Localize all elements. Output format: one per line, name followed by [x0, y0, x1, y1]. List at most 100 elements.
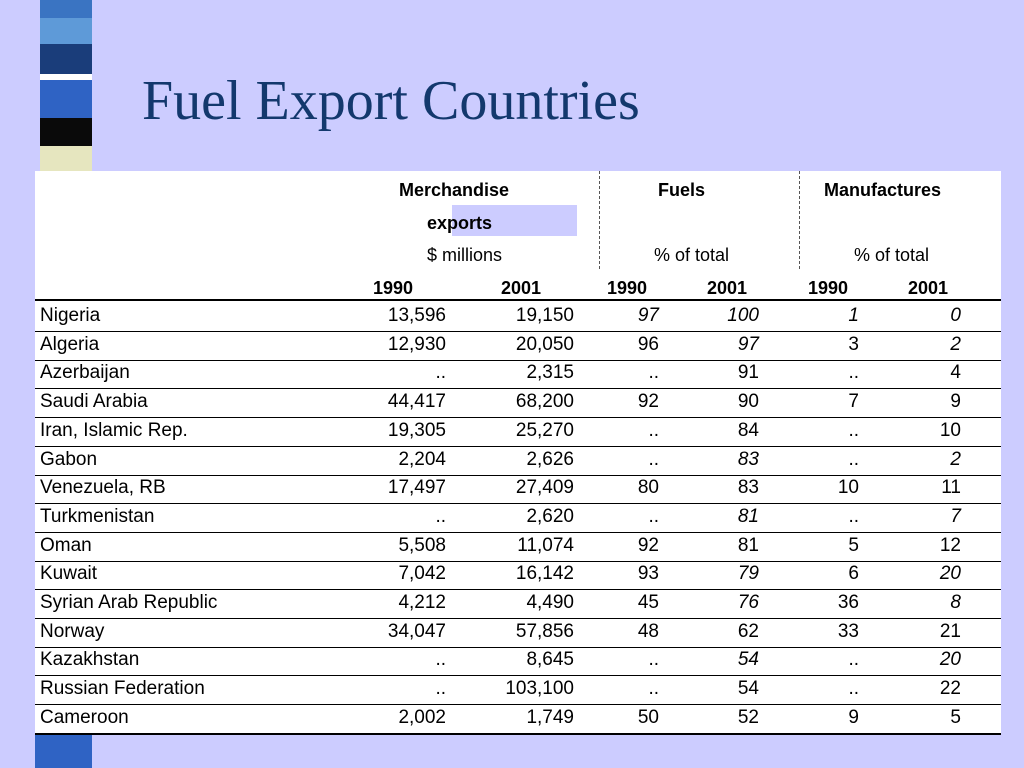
fuels-2001-cell: 54: [737, 678, 759, 700]
merchandise-2001-cell: 1,749: [526, 706, 574, 728]
fuels-1990-cell: 48: [637, 620, 659, 642]
data-table: Merchandise exports $ millions Fuels % o…: [35, 171, 1001, 735]
fuels-2001-cell: 52: [737, 706, 759, 728]
manufactures-1990-cell: 7: [848, 391, 859, 413]
year-header: 2001: [501, 278, 542, 298]
merchandise-1990-cell: 17,497: [387, 477, 446, 499]
merchandise-2001-cell: 2,626: [526, 448, 574, 470]
group-header-merchandise: Merchandise: [399, 180, 510, 200]
decorative-stripes: [35, 0, 92, 768]
manufactures-2001-cell: 5: [950, 706, 961, 728]
table-row: Turkmenistan.. 2,620.. 81.. 7: [35, 503, 1001, 533]
fuels-1990-cell: ..: [648, 505, 659, 527]
group-divider: [799, 171, 800, 269]
table-row: Syrian Arab Republic 4,212 4,490 45 76 36 8: [35, 589, 1001, 619]
table-row: Russian Federation.. 103,100.. 54.. 22: [35, 675, 1001, 706]
country-name: Iran, Islamic Rep.: [40, 419, 188, 441]
manufactures-1990-cell: ..: [848, 448, 859, 470]
fuels-2001-cell: 91: [737, 362, 759, 384]
table-row: Cameroon 2,002 1,749 50 52 9 5: [35, 704, 1001, 734]
merchandise-2001-cell: 11,074: [517, 534, 574, 556]
fuels-1990-cell: ..: [648, 678, 659, 700]
manufactures-1990-cell: ..: [848, 678, 859, 700]
fuels-2001-cell: 79: [737, 563, 759, 585]
merchandise-1990-cell: 2,002: [398, 706, 446, 728]
merchandise-1990-cell: 12,930: [387, 333, 446, 355]
fuels-1990-cell: ..: [648, 362, 659, 384]
merchandise-2001-cell: 27,409: [515, 477, 574, 499]
table-row: Azerbaijan.. 2,315.. 91.. 4: [35, 359, 1001, 390]
country-name: Oman: [40, 534, 92, 556]
manufactures-2001-cell: 11: [941, 477, 961, 499]
merchandise-2001-cell: 19,150: [515, 305, 574, 326]
merchandise-2001-cell: 68,200: [515, 391, 574, 413]
group-header-merchandise-line2: exports: [427, 213, 493, 233]
group-header-manufactures: Manufactures: [824, 180, 942, 200]
merchandise-2001-cell: 57,856: [515, 620, 574, 642]
group-header-fuels: Fuels: [658, 180, 706, 200]
manufactures-1990-cell: 6: [848, 563, 859, 585]
merchandise-2001-cell: 4,490: [526, 592, 574, 613]
manufactures-2001-cell: 20: [939, 563, 961, 585]
country-name: Venezuela, RB: [40, 477, 166, 499]
manufactures-1990-cell: ..: [848, 505, 859, 527]
table-row: Venezuela, RB 17,497 27,409 80 83 10 11: [35, 474, 1001, 505]
merchandise-1990-cell: ..: [435, 649, 446, 671]
slide-title: Fuel Export Countries: [142, 70, 640, 132]
fuels-2001-cell: 90: [737, 391, 759, 413]
manufactures-1990-cell: 9: [848, 706, 859, 728]
table-row: Gabon 2,204 2,626.. 83.. 2: [35, 446, 1001, 476]
manufactures-2001-cell: 10: [939, 419, 961, 441]
country-name: Cameroon: [40, 706, 129, 728]
fuels-1990-cell: ..: [648, 448, 659, 470]
manufactures-2001-cell: 12: [939, 534, 961, 556]
fuels-1990-cell: 92: [637, 534, 659, 556]
fuels-1990-cell: 97: [637, 305, 659, 326]
fuels-1990-cell: 45: [637, 592, 659, 613]
manufactures-1990-cell: ..: [848, 649, 859, 671]
fuels-1990-cell: 80: [637, 477, 659, 499]
fuels-2001-cell: 81: [737, 534, 759, 556]
manufactures-2001-cell: 2: [950, 333, 961, 355]
table-row: Kuwait 7,042 16,142 93 79 6 20: [35, 560, 1001, 591]
manufactures-1990-cell: 36: [837, 592, 859, 613]
merchandise-1990-cell: 19,305: [387, 419, 446, 441]
fuels-2001-cell: 83: [737, 448, 759, 470]
manufactures-1990-cell: 5: [848, 534, 859, 556]
year-header: 1990: [373, 278, 414, 298]
manufactures-2001-cell: 22: [939, 678, 961, 700]
fuels-2001-cell: 62: [737, 620, 759, 642]
merchandise-1990-cell: 2,204: [398, 448, 446, 470]
fuels-1990-cell: 92: [637, 391, 659, 413]
manufactures-2001-cell: 7: [950, 505, 961, 527]
merchandise-2001-cell: 2,315: [526, 362, 574, 384]
country-name: Azerbaijan: [40, 362, 130, 384]
manufactures-1990-cell: 1: [848, 305, 859, 326]
fuels-1990-cell: ..: [648, 649, 659, 671]
country-name: Algeria: [40, 333, 100, 355]
fuels-2001-cell: 84: [737, 419, 759, 441]
fuels-1990-cell: 93: [637, 563, 659, 585]
merchandise-1990-cell: 44,417: [387, 391, 446, 413]
exports-highlight: [452, 205, 577, 236]
table-row: Nigeria 13,596 19,150 97 100 1 0: [35, 302, 1001, 332]
fuels-2001-cell: 83: [737, 477, 759, 499]
country-name: Norway: [40, 620, 105, 642]
manufactures-2001-cell: 20: [939, 649, 961, 671]
manufactures-2001-cell: 9: [950, 391, 961, 413]
country-name: Turkmenistan: [40, 505, 155, 527]
manufactures-2001-cell: 21: [939, 620, 961, 642]
table-row: Kazakhstan.. 8,645.. 54.. 20: [35, 646, 1001, 677]
merchandise-1990-cell: 5,508: [398, 534, 446, 556]
fuels-2001-cell: 76: [737, 592, 759, 613]
merchandise-2001-cell: 25,270: [515, 419, 574, 441]
country-name: Kazakhstan: [40, 649, 140, 671]
merchandise-2001-cell: 2,620: [526, 505, 574, 527]
header-rule: [35, 299, 1001, 301]
manufactures-1990-cell: ..: [848, 419, 859, 441]
country-name: Nigeria: [40, 305, 101, 326]
fuels-1990-cell: 96: [637, 333, 659, 355]
year-header: 1990: [607, 278, 648, 298]
manufactures-1990-cell: ..: [848, 362, 859, 384]
table-row: Saudi Arabia 44,417 68,200 92 90 7 9: [35, 388, 1001, 419]
